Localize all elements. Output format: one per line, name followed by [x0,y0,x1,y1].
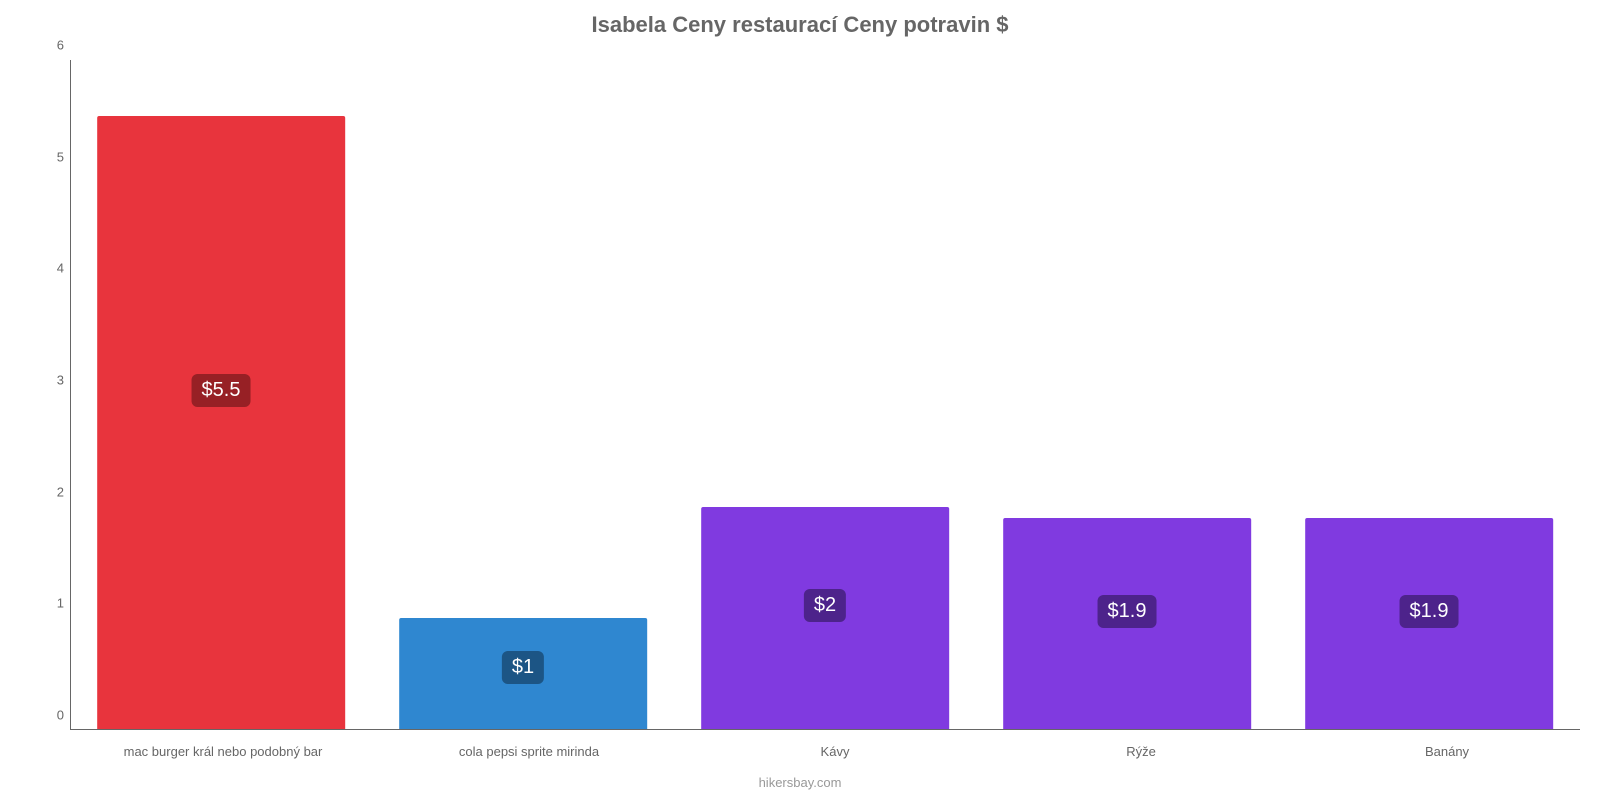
value-label: $1.9 [1400,595,1459,628]
y-tick: 1 [40,596,64,611]
bars-container: $5.5 $1 $2 $1.9 $1.9 [70,60,1580,730]
x-label: Kávy [682,744,988,766]
bar-slot: $5.5 [70,60,372,730]
price-chart: Isabela Ceny restaurací Ceny potravin $ … [0,0,1600,800]
value-label: $2 [804,589,846,622]
plot-area: 0123456 $5.5$1$2$1.9$1.9 [40,60,1580,730]
y-tick: 5 [40,149,64,164]
y-axis: 0123456 [40,60,70,730]
chart-title: Isabela Ceny restaurací Ceny potravin $ [0,12,1600,38]
x-axis-line [70,729,1580,730]
x-label: mac burger král nebo podobný bar [70,744,376,766]
value-label: $5.5 [192,374,251,407]
x-label: cola pepsi sprite mirinda [376,744,682,766]
x-axis-labels: mac burger král nebo podobný barcola pep… [70,744,1600,766]
bar-slot: $1.9 [1278,60,1580,730]
y-tick: 0 [40,708,64,723]
value-label: $1 [502,651,544,684]
value-label: $1.9 [1098,595,1157,628]
bar-slot: $1.9 [976,60,1278,730]
bar-slot: $1 [372,60,674,730]
y-tick: 4 [40,261,64,276]
bar-slot: $2 [674,60,976,730]
x-label: Rýže [988,744,1294,766]
y-tick: 6 [40,38,64,53]
attribution: hikersbay.com [0,775,1600,790]
y-tick: 3 [40,373,64,388]
bar [97,116,345,730]
y-tick: 2 [40,484,64,499]
x-label: Banány [1294,744,1600,766]
